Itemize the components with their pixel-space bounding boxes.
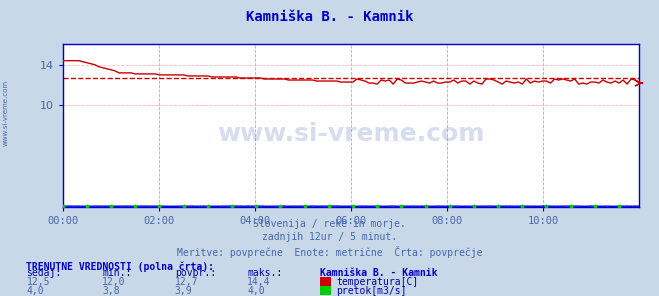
Point (517, 204, 528, 208)
Text: TRENUTNE VREDNOSTI (polna črta):: TRENUTNE VREDNOSTI (polna črta): (26, 262, 214, 272)
Point (82, 204, 92, 209)
Point (105, 204, 116, 209)
Point (275, 204, 285, 208)
Point (614, 204, 624, 209)
Text: 12,5: 12,5 (26, 277, 50, 287)
Point (493, 204, 503, 209)
Point (130, 204, 140, 209)
Text: 3,9: 3,9 (175, 286, 192, 296)
Text: 12,7: 12,7 (175, 277, 198, 287)
Point (57, 204, 68, 209)
Text: sedaj:: sedaj: (26, 268, 61, 278)
Point (251, 204, 262, 208)
Text: maks.:: maks.: (247, 268, 282, 278)
Point (227, 204, 237, 208)
Text: 4,0: 4,0 (247, 286, 265, 296)
Text: pretok[m3/s]: pretok[m3/s] (336, 286, 407, 296)
Point (420, 204, 431, 208)
Point (396, 204, 407, 208)
Point (179, 204, 189, 209)
Text: min.:: min.: (102, 268, 132, 278)
Point (541, 204, 552, 208)
Text: 12,0: 12,0 (102, 277, 126, 287)
Point (324, 204, 334, 209)
Text: 14,4: 14,4 (247, 277, 271, 287)
Point (372, 204, 382, 208)
Text: 4,0: 4,0 (26, 286, 44, 296)
Point (444, 204, 455, 209)
Text: 3,8: 3,8 (102, 286, 120, 296)
Text: Slovenija / reke in morje.: Slovenija / reke in morje. (253, 219, 406, 229)
Text: povpr.:: povpr.: (175, 268, 215, 278)
Text: Kamniška B. - Kamnik: Kamniška B. - Kamnik (320, 268, 437, 278)
Text: zadnjih 12ur / 5 minut.: zadnjih 12ur / 5 minut. (262, 232, 397, 242)
Point (202, 204, 213, 209)
Point (154, 204, 165, 209)
Point (469, 204, 479, 208)
Text: Kamniška B. - Kamnik: Kamniška B. - Kamnik (246, 10, 413, 24)
Point (299, 204, 310, 209)
Point (565, 204, 576, 208)
Text: Meritve: povprečne  Enote: metrične  Črta: povprečje: Meritve: povprečne Enote: metrične Črta:… (177, 246, 482, 258)
Text: www.si-vreme.com: www.si-vreme.com (217, 122, 484, 146)
Text: temperatura[C]: temperatura[C] (336, 277, 418, 287)
Text: www.si-vreme.com: www.si-vreme.com (2, 79, 9, 146)
Point (348, 204, 358, 209)
Point (590, 204, 600, 208)
